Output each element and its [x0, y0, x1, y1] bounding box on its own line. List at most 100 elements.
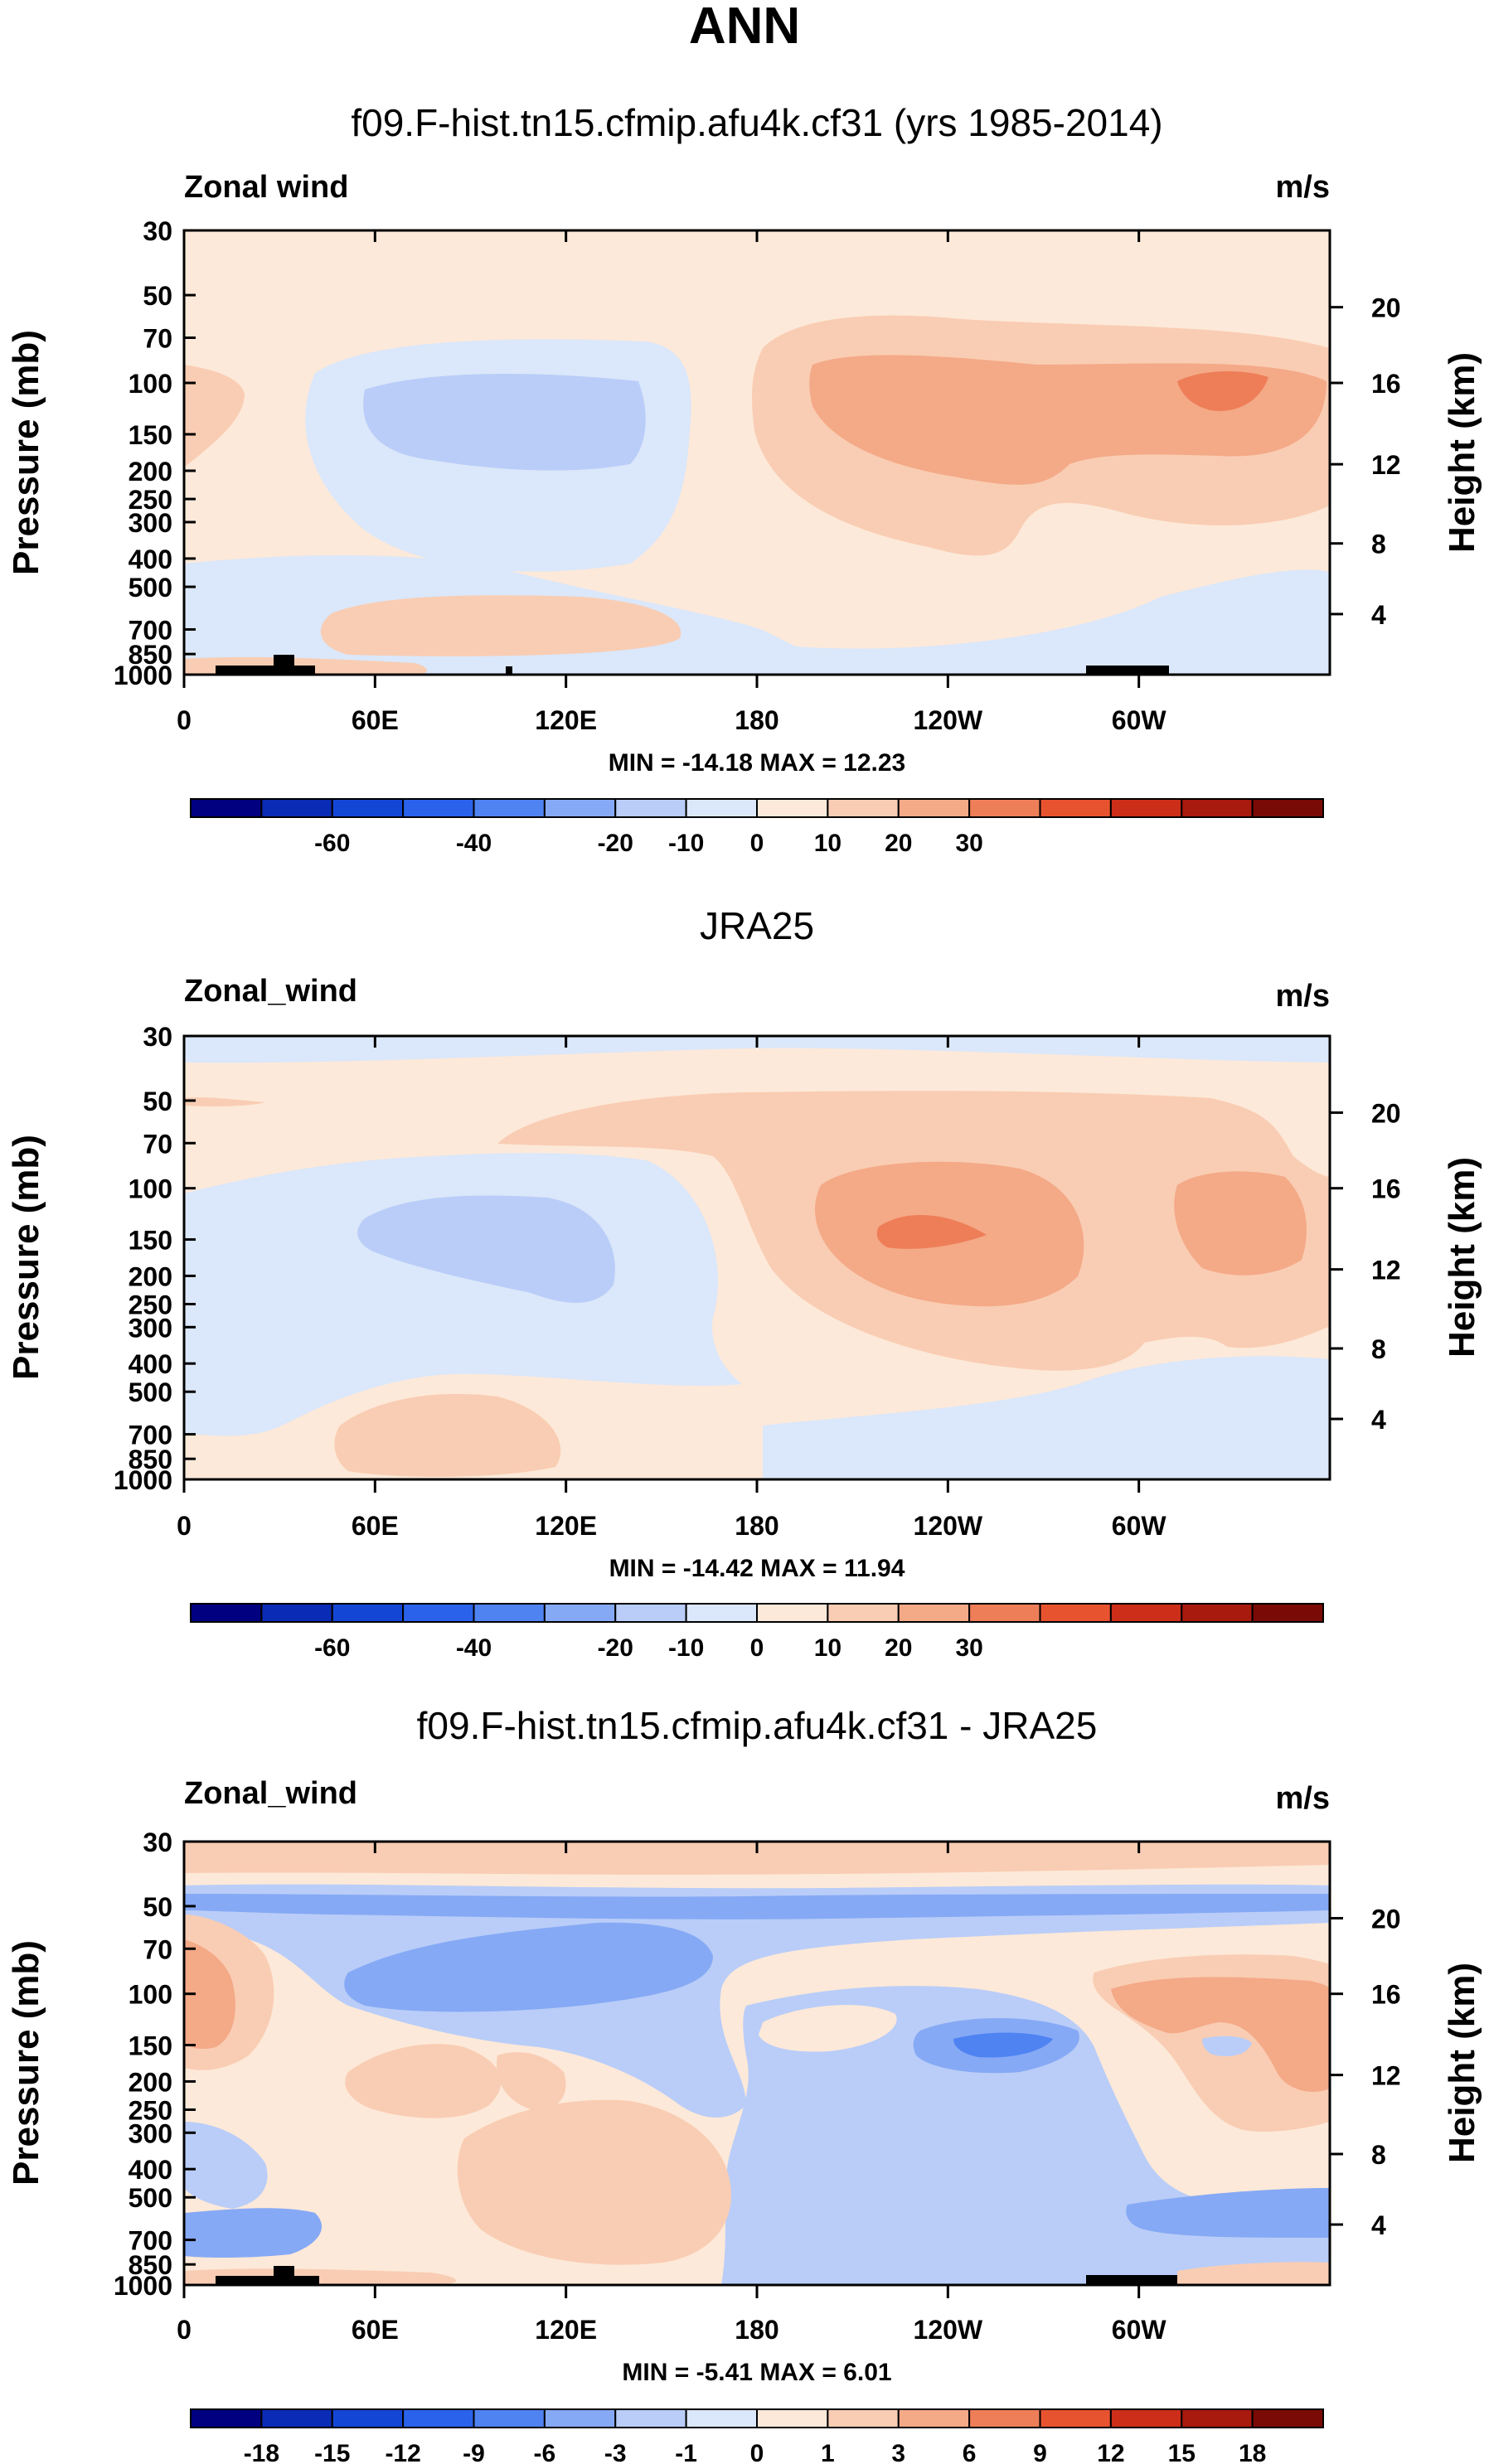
- contour-negative: [184, 1036, 1330, 1063]
- y2-tick-label: 20: [1371, 1098, 1401, 1128]
- colorbar-box: [1251, 798, 1324, 818]
- colorbar-box: [402, 1603, 475, 1623]
- colorbar-label: 15: [1168, 2440, 1196, 2464]
- y-tick-label: 850: [129, 640, 172, 670]
- colorbar-label: 0: [750, 830, 764, 857]
- colorbar-box: [756, 798, 829, 818]
- colorbar-label: 3: [891, 2440, 905, 2464]
- y-tick-label: 700: [129, 2226, 172, 2256]
- y-tick-label: 150: [129, 1226, 172, 1256]
- topography-mask: [506, 666, 512, 675]
- y-tick-label: 1000: [114, 661, 172, 690]
- colorbar-box: [402, 2408, 475, 2428]
- colorbar-box: [1039, 2408, 1112, 2428]
- topography-mask: [1086, 2275, 1177, 2285]
- colorbar-label: 20: [885, 830, 912, 857]
- colorbar-box: [331, 1603, 405, 1623]
- contour-negative: [184, 2208, 323, 2258]
- contour-positive: [184, 1097, 265, 1106]
- y-tick-label: 500: [129, 1377, 172, 1407]
- colorbar-label: -60: [314, 1634, 350, 1662]
- colorbar-box: [473, 798, 546, 818]
- colorbar-box: [543, 2408, 617, 2428]
- contour-positive: [1177, 371, 1268, 411]
- colorbar-label: 30: [955, 830, 982, 857]
- colorbar-box: [331, 2408, 405, 2428]
- x-tick-label: 120E: [535, 1511, 597, 1541]
- colorbar-label: -20: [598, 830, 633, 857]
- colorbar-box: [260, 2408, 333, 2428]
- y-tick-label: 50: [143, 1087, 172, 1116]
- y-tick-label: 200: [129, 457, 172, 487]
- colorbar-label: -60: [314, 830, 350, 857]
- colorbar-label: -10: [668, 830, 704, 857]
- colorbar-box: [685, 2408, 758, 2428]
- y-tick-label: 100: [129, 369, 172, 399]
- colorbar-box: [685, 798, 758, 818]
- panel-title: JRA25: [700, 904, 814, 947]
- colorbar-box: [190, 1603, 263, 1623]
- colorbar-box: [543, 798, 617, 818]
- colorbar-box: [685, 1603, 758, 1623]
- colorbar-box: [402, 798, 475, 818]
- y-axis-title: Pressure (mb): [6, 1135, 46, 1380]
- colorbar-box: [1039, 798, 1112, 818]
- colorbar-label: 1: [821, 2440, 835, 2464]
- contour-negative: [357, 1195, 615, 1303]
- colorbar-label: 0: [750, 2440, 764, 2464]
- x-tick-label: 120W: [914, 1511, 983, 1541]
- colorbar-box: [543, 1603, 617, 1623]
- colorbar-box: [827, 1603, 900, 1623]
- units-label: m/s: [1276, 979, 1330, 1014]
- y-axis-title: Pressure (mb): [6, 1940, 46, 2186]
- y-tick-label: 300: [129, 508, 172, 538]
- x-tick-label: 120E: [535, 705, 597, 735]
- contour-positive: [184, 1939, 235, 2050]
- colorbar-box: [331, 798, 405, 818]
- y-tick-label: 850: [129, 1445, 172, 1474]
- contour-neutral: [759, 2005, 897, 2052]
- x-tick-label: 0: [177, 705, 192, 735]
- colorbar-box: [260, 798, 333, 818]
- colorbar-box: [897, 798, 971, 818]
- x-tick-label: 60E: [352, 2315, 399, 2345]
- colorbar-box: [756, 1603, 829, 1623]
- contour-positive: [345, 2044, 502, 2118]
- y2-tick-label: 16: [1371, 369, 1401, 399]
- y-tick-label: 500: [129, 2183, 172, 2213]
- contour-positive: [1177, 2262, 1330, 2285]
- units-label: m/s: [1276, 170, 1330, 205]
- colorbar-label: 18: [1239, 2440, 1266, 2464]
- variable-label: Zonal wind: [184, 170, 348, 205]
- colorbar-box: [1109, 798, 1183, 818]
- contour-positive: [1174, 1171, 1307, 1276]
- y-tick-label: 250: [129, 485, 172, 515]
- colorbar-box: [827, 798, 900, 818]
- axes-layer: 3050701001502002503004005007008501000201…: [6, 216, 1482, 2464]
- colorbar-box: [260, 1603, 333, 1623]
- panel-model: f09.F-hist.tn15.cfmip.afu4k.cf31 (yrs 19…: [182, 101, 1331, 676]
- y2-tick-label: 16: [1371, 1174, 1401, 1204]
- y-tick-label: 70: [143, 324, 172, 354]
- colorbar-box: [756, 2408, 829, 2428]
- y-tick-label: 300: [129, 2118, 172, 2148]
- y-tick-label: 150: [129, 2031, 172, 2061]
- colorbar-box: [1181, 1603, 1254, 1623]
- x-tick-label: 120E: [535, 2315, 597, 2345]
- y2-tick-label: 4: [1371, 2210, 1386, 2240]
- variable-label: Zonal_wind: [184, 1776, 357, 1811]
- contour-negative: [344, 1922, 713, 2012]
- x-tick-label: 60W: [1112, 2315, 1167, 2345]
- colorbar-label: -10: [668, 1634, 704, 1662]
- y-tick-label: 1000: [114, 2271, 172, 2301]
- colorbar-box: [897, 1603, 971, 1623]
- panel-title: f09.F-hist.tn15.cfmip.afu4k.cf31 - JRA25: [417, 1704, 1098, 1747]
- y-tick-label: 150: [129, 420, 172, 450]
- colorbar-label: -15: [314, 2440, 350, 2464]
- topography-mask: [1086, 666, 1169, 675]
- colorbar-box: [473, 2408, 546, 2428]
- x-tick-label: 0: [177, 2315, 192, 2345]
- x-tick-label: 180: [735, 1511, 778, 1541]
- panel-observation: JRA25 Zonal_wind m/s: [182, 904, 1331, 1481]
